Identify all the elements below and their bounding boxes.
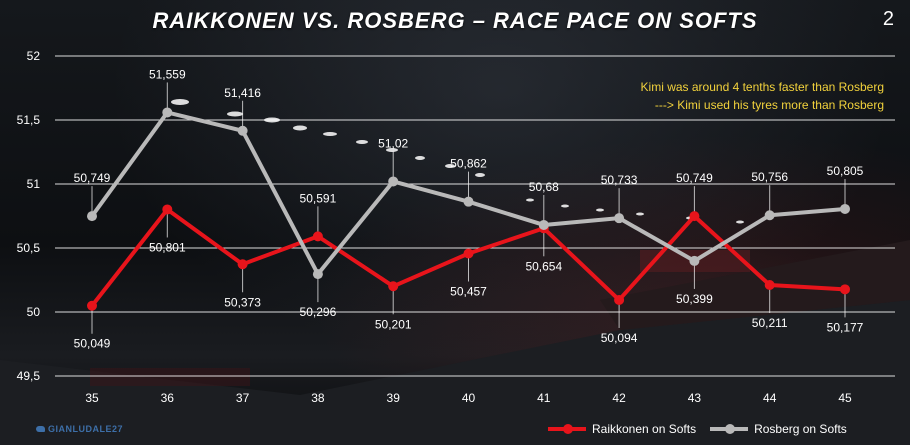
data-label-rosberg: 50,68 xyxy=(529,180,559,194)
data-point-raikkonen xyxy=(237,259,248,270)
data-label-raikkonen: 50,654 xyxy=(525,259,562,273)
y-tick-label: 50 xyxy=(27,305,41,319)
data-point-raikkonen xyxy=(840,284,850,295)
x-tick-label: 35 xyxy=(85,391,99,405)
data-label-raikkonen: 50,749 xyxy=(676,171,713,185)
x-tick-label: 37 xyxy=(236,391,250,405)
x-tick-label: 44 xyxy=(763,391,777,405)
data-point-rosberg xyxy=(840,203,850,214)
legend-item-rosberg: Rosberg on Softs xyxy=(710,422,847,436)
data-label-raikkonen: 50,373 xyxy=(224,295,261,309)
data-point-raikkonen xyxy=(463,248,474,259)
data-label-rosberg: 50,296 xyxy=(300,305,337,319)
data-point-rosberg xyxy=(463,196,474,207)
watermark-handle: GIANLUDALE27 xyxy=(48,424,124,434)
data-label-rosberg: 50,733 xyxy=(601,173,638,187)
data-point-rosberg xyxy=(538,219,549,230)
y-tick-label: 49,5 xyxy=(17,369,41,383)
data-point-raikkonen xyxy=(614,294,625,305)
x-tick-label: 43 xyxy=(688,391,702,405)
twitter-bird-icon xyxy=(36,426,45,432)
data-label-rosberg: 50,756 xyxy=(751,170,788,184)
data-label-raikkonen: 50,201 xyxy=(375,317,412,331)
data-point-rosberg xyxy=(87,211,97,222)
data-label-rosberg: 50,749 xyxy=(74,171,111,185)
data-label-rosberg: 51,416 xyxy=(224,86,261,100)
twitter-watermark: GIANLUDALE27 xyxy=(36,424,123,434)
data-label-raikkonen: 50,177 xyxy=(827,320,864,334)
annotation-line-1: Kimi was around 4 tenths faster than Ros… xyxy=(640,80,884,94)
data-label-raikkonen: 50,591 xyxy=(300,191,337,205)
y-tick-label: 50,5 xyxy=(17,241,41,255)
x-tick-label: 42 xyxy=(612,391,626,405)
x-tick-label: 41 xyxy=(537,391,551,405)
x-tick-label: 38 xyxy=(311,391,325,405)
data-point-raikkonen xyxy=(87,300,97,311)
data-point-raikkonen xyxy=(689,211,700,222)
data-label-rosberg: 50,862 xyxy=(450,157,487,171)
data-label-rosberg: 50,399 xyxy=(676,292,713,306)
data-point-raikkonen xyxy=(388,281,399,292)
data-label-rosberg: 50,805 xyxy=(827,164,864,178)
page-number: 2 xyxy=(882,8,894,30)
annotation-line-2: ---> Kimi used his tyres more than Rosbe… xyxy=(654,98,884,112)
legend-label-rosberg: Rosberg on Softs xyxy=(754,422,847,436)
data-label-raikkonen: 50,049 xyxy=(74,337,111,351)
data-label-raikkonen: 50,211 xyxy=(752,316,788,330)
data-point-rosberg xyxy=(388,176,399,187)
data-label-rosberg: 51,02 xyxy=(378,136,408,150)
data-point-rosberg xyxy=(689,255,700,266)
data-point-rosberg xyxy=(614,213,625,224)
data-point-rosberg xyxy=(162,107,173,118)
data-point-rosberg xyxy=(764,210,775,221)
x-tick-label: 36 xyxy=(161,391,175,405)
data-label-rosberg: 51,559 xyxy=(149,67,186,81)
data-point-rosberg xyxy=(237,125,248,136)
x-tick-label: 39 xyxy=(387,391,401,405)
data-label-raikkonen: 50,457 xyxy=(450,285,487,299)
legend-item-raikkonen: Raikkonen on Softs xyxy=(548,422,696,436)
x-tick-label: 40 xyxy=(462,391,476,405)
data-point-raikkonen xyxy=(764,279,775,290)
x-tick-label: 45 xyxy=(838,391,852,405)
data-label-raikkonen: 50,094 xyxy=(601,331,638,345)
data-point-rosberg xyxy=(312,269,323,280)
legend-swatch-rosberg xyxy=(710,424,749,434)
data-label-raikkonen: 50,801 xyxy=(149,240,186,254)
data-point-raikkonen xyxy=(162,204,173,215)
y-tick-label: 51 xyxy=(27,177,41,191)
legend-swatch-raikkonen xyxy=(548,424,586,434)
y-tick-label: 51,5 xyxy=(17,113,41,127)
y-tick-label: 52 xyxy=(27,49,41,63)
chart-title: RAIKKONEN VS. ROSBERG – RACE PACE ON SOF… xyxy=(152,8,758,33)
legend-label-raikkonen: Raikkonen on Softs xyxy=(592,422,697,436)
data-point-raikkonen xyxy=(312,231,323,242)
annotation-note: Kimi was around 4 tenths faster than Ros… xyxy=(641,78,884,114)
chart-legend: Raikkonen on Softs Rosberg on Softs xyxy=(548,420,861,438)
